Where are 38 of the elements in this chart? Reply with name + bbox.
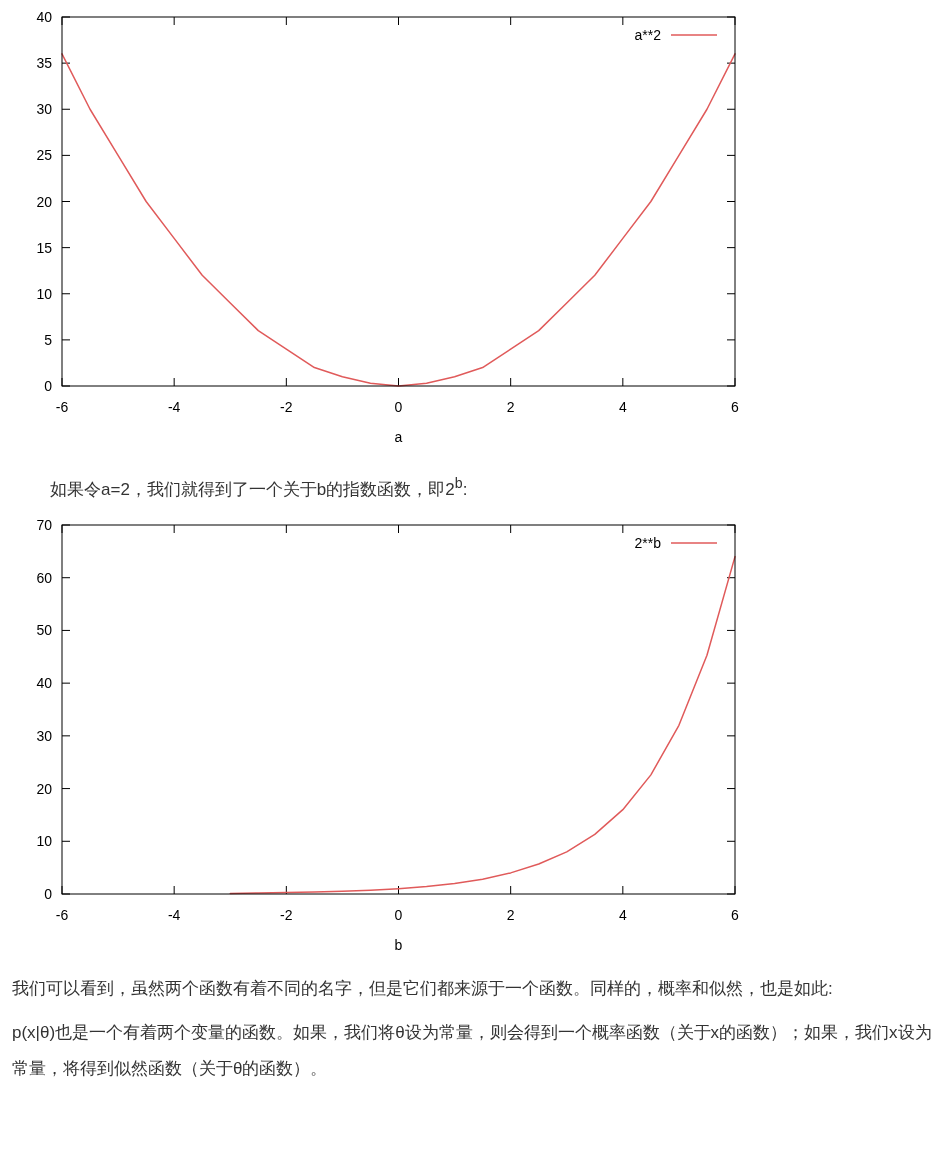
legend-label: a**2 [634,27,662,43]
x-tick-label: 4 [618,907,627,923]
text: p(x|θ)也是一个有着两个变量的函数。如果，我们将θ设为常量，则会得到一个概率函数（关于x的函数）；如果，我们x设为常量，将得到似然函数（关于θ的函数）。 [11,1022,933,1080]
y-tick-label: 0 [44,378,53,394]
y-tick-label: 60 [36,569,53,586]
x-tick-label: -4 [167,399,181,415]
x-tick-label: -6 [55,907,69,923]
y-tick-label: 20 [36,780,53,797]
y-tick-label: 10 [36,833,53,850]
y-tick-label: 15 [36,239,53,256]
y-tick-label: 50 [36,622,53,639]
y-tick-label: 70 [36,517,53,533]
text: 我们可以看到，虽然两个函数有着不同的名字，但是它们都来源于一个函数。同样的，概率和似然，也是如此: [11,978,834,1000]
y-tick-label: 30 [36,727,53,744]
y-tick-label: 35 [36,55,53,72]
x-tick-label: 2 [506,907,515,923]
y-tick-label: 40 [36,9,53,25]
y-tick-label: 40 [36,675,53,692]
y-tick-label: 25 [36,147,53,164]
x-tick-label: -6 [55,399,69,415]
y-tick-label: 0 [44,886,53,902]
x-tick-label: -4 [167,907,181,923]
chart-title: 如果令a=2，我们就得到了一个关于b的指数函数，即2$^{b}$: [49,474,469,501]
x-tick-label: 4 [618,399,627,415]
x-tick-label: 6 [731,907,740,923]
x-tick-label: 6 [731,399,740,415]
y-tick-label: 30 [36,101,53,118]
x-tick-label: 0 [394,399,403,415]
y-tick-label: 5 [44,331,53,348]
x-axis-title: b [394,937,403,953]
x-tick-label: 2 [506,399,515,415]
x-tick-label: -2 [280,907,293,923]
x-axis-title: a [394,429,403,445]
y-tick-label: 10 [36,285,53,302]
x-tick-label: 0 [394,907,403,923]
legend-label: 2**b [634,535,662,551]
y-tick-label: 20 [36,193,53,210]
x-tick-label: -2 [280,399,293,415]
